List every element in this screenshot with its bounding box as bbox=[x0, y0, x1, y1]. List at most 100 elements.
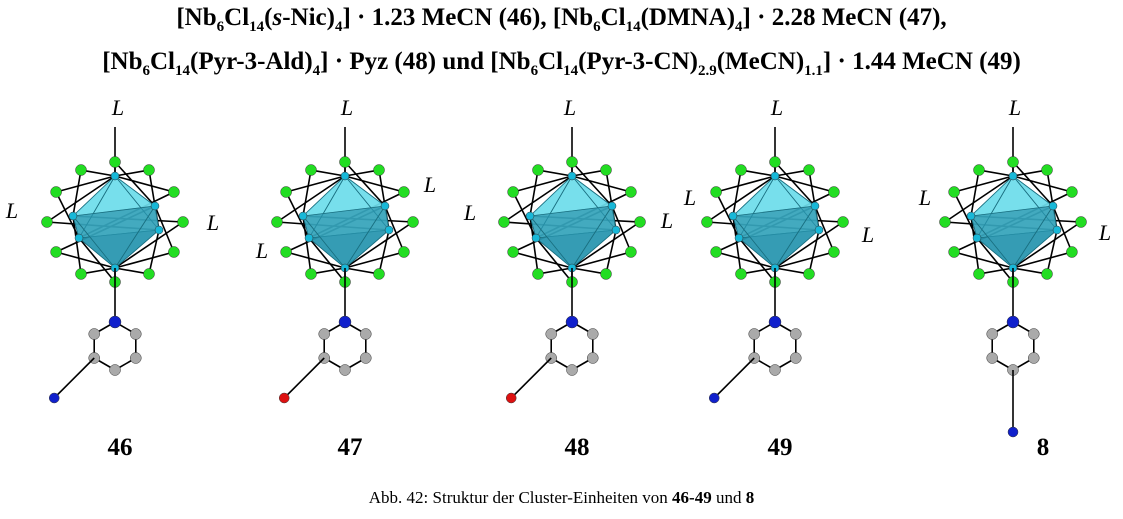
atom bbox=[532, 164, 544, 176]
ligand-label: L bbox=[340, 95, 353, 120]
atom bbox=[398, 246, 410, 258]
atom bbox=[1006, 315, 1020, 329]
bond bbox=[1052, 205, 1073, 253]
text-segment: 6 bbox=[530, 63, 539, 79]
atom bbox=[1075, 216, 1087, 228]
atom bbox=[88, 328, 100, 340]
atom bbox=[280, 246, 292, 258]
bond bbox=[706, 175, 776, 223]
bond bbox=[571, 267, 607, 275]
ligand-label: L bbox=[918, 185, 931, 210]
atom bbox=[1028, 352, 1040, 364]
atom bbox=[1007, 426, 1019, 438]
text-segment: Cl bbox=[538, 48, 564, 75]
atom bbox=[701, 216, 713, 228]
title-line: [Nb6Cl14(s-Nic)4] · 1.23 MeCN (46), [Nb6… bbox=[0, 4, 1123, 36]
ligand-label: L bbox=[770, 95, 783, 120]
text-segment: 6 bbox=[142, 63, 151, 79]
bond bbox=[55, 251, 116, 269]
bond bbox=[738, 237, 776, 283]
text-segment: 14 bbox=[175, 63, 190, 79]
ligand-label: L bbox=[111, 95, 124, 120]
atom bbox=[837, 216, 849, 228]
atom bbox=[168, 246, 180, 258]
text-segment: [Nb bbox=[176, 4, 217, 31]
bond bbox=[72, 169, 82, 217]
atom bbox=[380, 201, 390, 211]
atom bbox=[531, 233, 541, 243]
bond bbox=[571, 169, 607, 177]
bond bbox=[285, 251, 346, 269]
bond bbox=[1012, 267, 1048, 275]
atom bbox=[1066, 246, 1078, 258]
atom bbox=[318, 328, 330, 340]
atom bbox=[41, 216, 53, 228]
atom bbox=[735, 268, 747, 280]
bond bbox=[715, 191, 740, 239]
atom bbox=[110, 171, 120, 181]
atom bbox=[1041, 268, 1053, 280]
atom bbox=[532, 268, 544, 280]
atom bbox=[339, 364, 351, 376]
bond bbox=[953, 251, 1014, 269]
bond bbox=[808, 229, 820, 275]
bond bbox=[154, 205, 175, 253]
atom bbox=[1048, 201, 1058, 211]
atom bbox=[973, 164, 985, 176]
bond bbox=[1012, 175, 1073, 193]
atom bbox=[710, 186, 722, 198]
text-segment: 6 bbox=[593, 19, 601, 35]
atom bbox=[828, 186, 840, 198]
ligand-label: L bbox=[683, 185, 696, 210]
atom bbox=[507, 186, 519, 198]
molecule bbox=[701, 127, 849, 404]
bond bbox=[970, 169, 980, 217]
atom bbox=[384, 225, 394, 235]
atom bbox=[109, 156, 121, 168]
atom bbox=[75, 164, 87, 176]
atom bbox=[828, 246, 840, 258]
bond bbox=[970, 215, 980, 275]
text-segment: 2.9 bbox=[697, 63, 717, 79]
atom bbox=[150, 201, 160, 211]
text-segment: [Nb bbox=[102, 48, 143, 75]
bond bbox=[774, 221, 844, 269]
bond bbox=[283, 357, 325, 399]
atom bbox=[50, 246, 62, 258]
text-segment: 14 bbox=[249, 19, 265, 35]
atom bbox=[373, 164, 385, 176]
atom bbox=[340, 171, 350, 181]
atom bbox=[565, 315, 579, 329]
atom bbox=[1052, 225, 1062, 235]
atom bbox=[986, 328, 998, 340]
atom bbox=[972, 233, 982, 243]
atom bbox=[505, 392, 517, 404]
molecule bbox=[41, 127, 189, 404]
bond bbox=[310, 169, 346, 177]
bond bbox=[344, 251, 405, 269]
bond bbox=[72, 215, 82, 275]
bond bbox=[571, 221, 641, 269]
compound-number: 46 bbox=[108, 434, 133, 461]
atom bbox=[566, 156, 578, 168]
atom bbox=[607, 201, 617, 211]
atom bbox=[1028, 328, 1040, 340]
bond bbox=[80, 169, 116, 177]
atom bbox=[814, 225, 824, 235]
text-segment: Cl bbox=[600, 4, 626, 31]
text-segment: und bbox=[711, 488, 746, 507]
bond bbox=[571, 161, 613, 207]
atom bbox=[75, 268, 87, 280]
atom bbox=[305, 164, 317, 176]
atom bbox=[525, 211, 535, 221]
atom bbox=[373, 268, 385, 280]
text-segment: Cl bbox=[224, 4, 250, 31]
text-segment: (Pyr-3-Ald) bbox=[190, 48, 313, 75]
bond bbox=[80, 267, 116, 275]
bond bbox=[344, 267, 380, 275]
atom bbox=[810, 201, 820, 211]
text-segment: ( bbox=[264, 4, 273, 31]
atom bbox=[498, 216, 510, 228]
atom bbox=[973, 268, 985, 280]
bond bbox=[953, 175, 1014, 193]
